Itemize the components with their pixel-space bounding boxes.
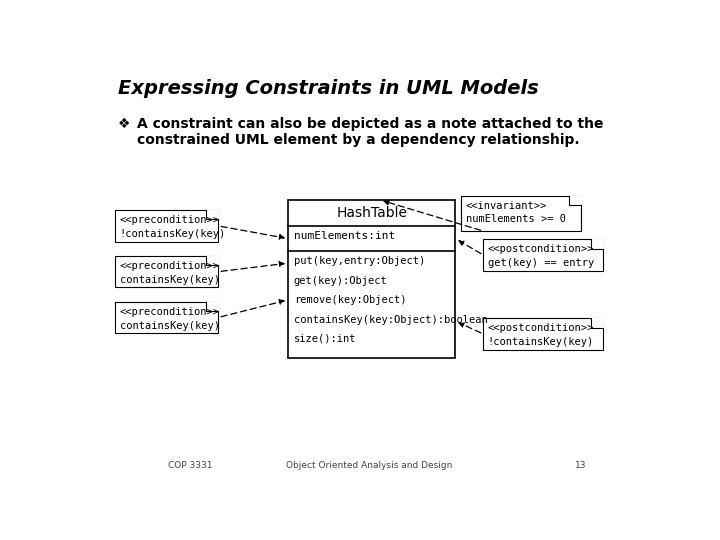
Text: get(key):Object: get(key):Object bbox=[294, 276, 387, 286]
Polygon shape bbox=[591, 319, 603, 328]
Text: <<precondition>>: <<precondition>> bbox=[120, 307, 220, 317]
Bar bbox=[483, 319, 603, 349]
Text: put(key,entry:Object): put(key,entry:Object) bbox=[294, 256, 425, 266]
Text: ❖: ❖ bbox=[118, 117, 130, 131]
Text: <<invariant>>: <<invariant>> bbox=[466, 201, 546, 211]
Text: size():int: size():int bbox=[294, 334, 356, 344]
Polygon shape bbox=[206, 256, 218, 265]
Bar bbox=[288, 200, 456, 358]
Text: HashTable: HashTable bbox=[336, 206, 408, 220]
Text: containsKey(key): containsKey(key) bbox=[120, 321, 220, 330]
Polygon shape bbox=[206, 302, 218, 311]
Text: Object Oriented Analysis and Design: Object Oriented Analysis and Design bbox=[286, 461, 452, 470]
Text: <<postcondition>>: <<postcondition>> bbox=[488, 323, 594, 333]
Text: !containsKey(key): !containsKey(key) bbox=[120, 229, 226, 239]
Polygon shape bbox=[206, 211, 218, 219]
Bar bbox=[461, 196, 581, 231]
Text: <<precondition>>: <<precondition>> bbox=[120, 215, 220, 225]
Bar bbox=[115, 256, 218, 287]
Polygon shape bbox=[591, 239, 603, 248]
Bar bbox=[115, 211, 218, 241]
Bar bbox=[483, 239, 603, 271]
Text: <<postcondition>>: <<postcondition>> bbox=[488, 245, 594, 254]
Text: 13: 13 bbox=[575, 461, 587, 470]
Text: A constraint can also be depicted as a note attached to the
constrained UML elem: A constraint can also be depicted as a n… bbox=[138, 117, 604, 147]
Text: containsKey(key): containsKey(key) bbox=[120, 275, 220, 285]
Text: !containsKey(key): !containsKey(key) bbox=[488, 337, 594, 347]
Polygon shape bbox=[569, 196, 581, 205]
Text: get(key) == entry: get(key) == entry bbox=[488, 258, 594, 268]
Text: containsKey(key:Object):boolean: containsKey(key:Object):boolean bbox=[294, 314, 487, 325]
Text: Expressing Constraints in UML Models: Expressing Constraints in UML Models bbox=[118, 79, 539, 98]
Text: <<precondition>>: <<precondition>> bbox=[120, 261, 220, 271]
Text: COP 3331: COP 3331 bbox=[168, 461, 212, 470]
Bar bbox=[115, 302, 218, 333]
Text: numElements:int: numElements:int bbox=[294, 231, 395, 241]
Text: numElements >= 0: numElements >= 0 bbox=[466, 214, 565, 225]
Text: remove(key:Object): remove(key:Object) bbox=[294, 295, 406, 305]
